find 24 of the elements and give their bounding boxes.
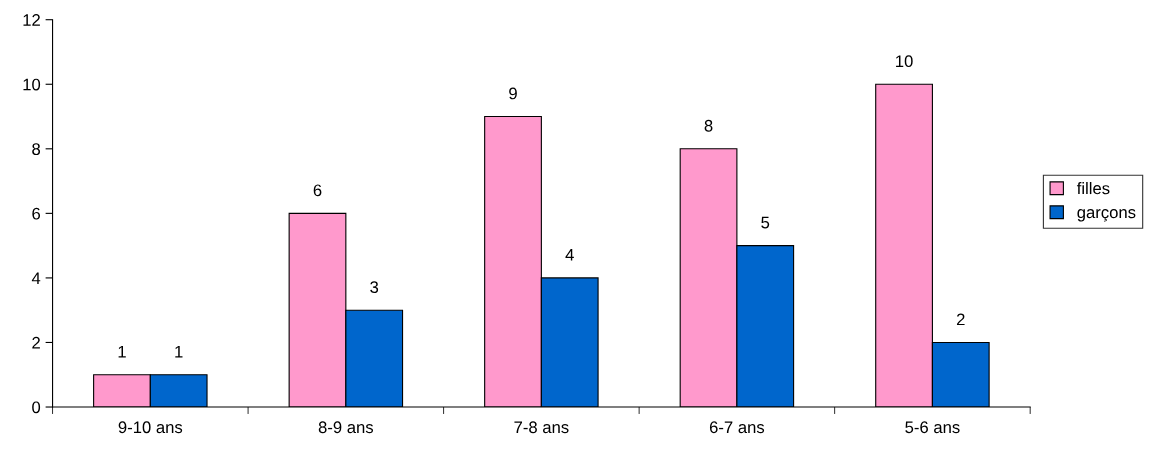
y-tick-label: 10 <box>23 78 41 91</box>
data-label: 4 <box>565 249 574 261</box>
data-label: 9 <box>509 87 517 100</box>
data-label: 2 <box>956 313 965 326</box>
data-label: 8 <box>704 119 713 132</box>
data-label: 3 <box>370 281 379 294</box>
x-tick-label: 8-9 ans <box>318 421 374 434</box>
legend-label: garçons <box>1077 209 1136 222</box>
legend-label: filles <box>1076 182 1110 195</box>
y-tick-label: 0 <box>32 401 41 414</box>
y-tick-label: 6 <box>32 207 41 220</box>
data-label: 1 <box>175 345 183 358</box>
y-tick-label: 2 <box>32 336 40 349</box>
data-label: 1 <box>118 345 126 358</box>
x-tick-label: 6-7 ans <box>709 421 765 434</box>
x-tick-label: 7-8 ans <box>514 421 569 434</box>
x-tick-label: 9-10 ans <box>118 421 183 434</box>
y-tick-label: 4 <box>31 272 41 284</box>
y-tick-label: 12 <box>23 14 40 26</box>
data-label: 10 <box>896 55 913 68</box>
x-tick-label: 5-6 ans <box>905 421 960 434</box>
data-label: 5 <box>761 216 770 229</box>
data-label: 6 <box>313 184 322 197</box>
y-tick-label: 8 <box>32 143 41 156</box>
